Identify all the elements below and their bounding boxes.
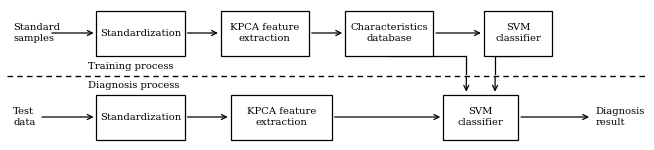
FancyBboxPatch shape — [443, 94, 518, 140]
Text: Test
data: Test data — [13, 107, 35, 127]
Text: Training process: Training process — [88, 62, 174, 71]
Text: Standard
samples: Standard samples — [13, 23, 60, 43]
Text: KPCA feature
extraction: KPCA feature extraction — [230, 23, 300, 43]
Text: Standardization: Standardization — [100, 112, 181, 122]
Text: Standardization: Standardization — [100, 28, 181, 38]
Text: Diagnosis process: Diagnosis process — [88, 81, 180, 90]
FancyBboxPatch shape — [345, 11, 433, 56]
Text: Diagnosis
result: Diagnosis result — [595, 107, 644, 127]
FancyBboxPatch shape — [97, 11, 184, 56]
Text: SVM
classifier: SVM classifier — [458, 107, 504, 127]
Text: Characteristics
database: Characteristics database — [351, 23, 428, 43]
FancyBboxPatch shape — [484, 11, 552, 56]
FancyBboxPatch shape — [230, 94, 332, 140]
FancyBboxPatch shape — [97, 94, 184, 140]
Text: KPCA feature
extraction: KPCA feature extraction — [247, 107, 316, 127]
FancyBboxPatch shape — [221, 11, 309, 56]
Text: SVM
classifier: SVM classifier — [495, 23, 541, 43]
